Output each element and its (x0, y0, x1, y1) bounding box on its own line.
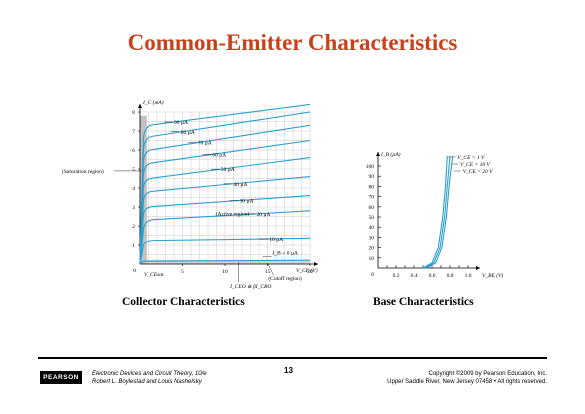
collector-y-tick-label: 7 (132, 129, 135, 135)
vcesat-label: V_CEsat (144, 272, 164, 278)
iceo-label: I_CEO ≅ βI_CBO (229, 284, 271, 290)
base-y-tick-label: 60 (369, 205, 375, 211)
collector-x-tick-label: 20 (307, 269, 313, 275)
base-x-tick-label: 0.8 (447, 273, 454, 279)
collector-curve (139, 195, 311, 265)
base-y-tick-label: 30 (369, 235, 375, 241)
page-title: Common-Emitter Characteristics (127, 30, 458, 55)
base-y-tick-label: 50 (369, 215, 375, 221)
cutoff-region-label: (Cutoff region) (268, 275, 302, 282)
active-region-label: (Active region) (216, 211, 250, 218)
collector-y-tick-label: 4 (132, 186, 135, 192)
collector-x-tick-label: 15 (265, 269, 271, 275)
collector-caption: Collector Characteristics (122, 296, 245, 308)
collector-y-tick-label: 6 (132, 148, 135, 154)
collector-origin-label: 0 (133, 268, 136, 274)
copyright-line2: Upper Saddle River, New Jersey 07458 • A… (387, 379, 547, 385)
base-y-tick-label: 80 (369, 184, 375, 190)
collector-y-tick-label: 5 (132, 167, 135, 173)
collector-curve (139, 259, 311, 265)
collector-x-tick-label: 10 (222, 269, 228, 275)
base-curve-label: V_CE = 20 V (463, 169, 493, 175)
collector-curve-label: 20 µA (256, 212, 270, 218)
collector-x-tick-label: 5 (181, 269, 184, 275)
collector-curve-label: 40 µA (234, 182, 248, 188)
collector-y-tick-label: 2 (132, 224, 135, 230)
base-curve (422, 155, 448, 269)
cutoff-region-shade (146, 259, 310, 264)
base-y-tick-label: 20 (369, 246, 375, 252)
collector-x-arrow (314, 262, 318, 266)
collector-y-arrow (138, 104, 142, 108)
pearson-logo: PEARSON (40, 371, 82, 384)
base-x-tick-label: 1.0 (465, 273, 472, 279)
copyright: Copyright ©2009 by Pearson Education, In… (387, 370, 547, 386)
base-x-tick-label: 0.4 (411, 273, 418, 279)
base-x-arrow (476, 266, 480, 270)
collector-curve-label: 30 µA (239, 199, 253, 205)
book-title: Electronic Devices and Circuit Theory, 1… (92, 371, 207, 377)
collector-curve-label: I_B = 0 µA (273, 251, 298, 257)
collector-curve-label: 90 µA (174, 120, 188, 126)
copyright-line1: Copyright ©2009 by Pearson Education, In… (428, 371, 548, 377)
base-curve (426, 155, 454, 269)
base-curve-label: V_CE = 10 V (460, 162, 490, 168)
base-y-arrow (376, 152, 380, 156)
cutoff-leader (267, 262, 274, 276)
collector-curve-label: 80 µA (181, 130, 195, 136)
base-curve (424, 155, 451, 269)
book-authors: Robert L. Boylestad and Louis Nashelsky (92, 379, 202, 385)
base-y-tick-label: 90 (369, 174, 375, 180)
base-y-axis-title: I_B (µA) (380, 151, 401, 158)
collector-curve-label: 50 µA (221, 167, 235, 173)
base-y-tick-label: 100 (366, 164, 375, 170)
collector-curve-label: 10 µA (269, 237, 283, 243)
base-y-tick-label: 70 (369, 195, 375, 201)
collector-curve-label: 70 µA (198, 140, 212, 146)
collector-curve (139, 210, 311, 265)
footer-divider (38, 357, 547, 359)
collector-y-tick-label: 1 (132, 243, 135, 249)
collector-curve (139, 103, 311, 265)
collector-curve-label: 60 µA (212, 152, 226, 158)
base-caption: Base Characteristics (373, 296, 474, 308)
collector-y-tick-label: 3 (132, 205, 135, 211)
collector-y-tick-label: 8 (132, 110, 135, 116)
base-x-axis-title: V_BE (V) (482, 272, 503, 279)
base-y-tick-label: 40 (369, 225, 375, 231)
collector-curve (139, 176, 311, 265)
base-y-tick-label: 10 (369, 256, 375, 262)
collector-x-axis-title: V_CE (V) (296, 267, 318, 274)
collector-y-axis-title: I_C (mA) (142, 99, 164, 106)
base-origin-label: 0 (371, 272, 374, 278)
base-x-tick-label: 0.6 (429, 273, 436, 279)
page-number: 13 (284, 366, 293, 375)
book-info: Electronic Devices and Circuit Theory, 1… (92, 370, 207, 386)
collector-curve (139, 237, 311, 265)
base-x-tick-label: 0.2 (393, 273, 400, 279)
base-curve-label: V_CE = 1 V (457, 155, 485, 161)
saturation-region-label: (Saturation region) (62, 168, 104, 175)
